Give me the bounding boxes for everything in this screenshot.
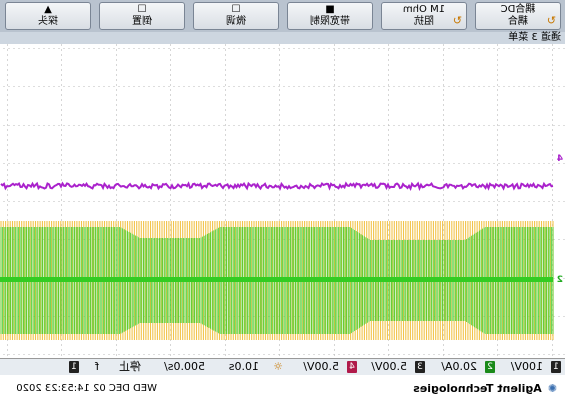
softkey-bar: ↻ 耦合DC 耦合 ↻ 1M Ohm 阻抗 ■ 带宽限制 ☐ 微调 ☐ 倒置 ▲…	[0, 0, 565, 32]
trigger-channel-badge[interactable]: 1	[69, 361, 79, 373]
softkey-vernier-label: 微调	[226, 16, 246, 27]
delay-value: 500.0s/	[164, 360, 205, 373]
brand-name: Agilent Technologies	[413, 382, 542, 395]
softkey-probe-label: 探头	[38, 16, 58, 27]
ch4-scale: 5.00V/	[303, 360, 339, 373]
ch2-scale: 20.0A/	[441, 360, 477, 373]
softkey-impedance[interactable]: ↻ 1M Ohm 阻抗	[381, 2, 467, 30]
waveform-display: 4 2	[0, 44, 565, 358]
timestamp: WED DEC 02 14:53:23 2020	[16, 383, 157, 394]
ch4-badge[interactable]: 4	[347, 361, 357, 373]
softkey-invert[interactable]: ☐ 倒置	[99, 2, 185, 30]
ch3-badge[interactable]: 3	[415, 361, 425, 373]
ch1-scale: 100V/	[510, 360, 543, 373]
status-bar: 1 100V/ 2 20.0A/ 3 5.00V/ 4 5.00V/ ☼ 10.…	[0, 358, 565, 375]
footer: ✺ Agilent Technologies WED DEC 02 14:53:2…	[0, 375, 565, 404]
trigger-slope: f	[95, 360, 99, 373]
ch2-baseline	[0, 277, 553, 282]
ch2-badge[interactable]: 2	[485, 361, 495, 373]
menu-title: 通道 3 菜单	[508, 32, 561, 43]
softkey-vernier[interactable]: ☐ 微调	[193, 2, 279, 30]
softkey-bw-limit[interactable]: ■ 带宽限制	[287, 2, 373, 30]
run-mode: 停止	[119, 360, 141, 373]
softkey-probe[interactable]: ▲ 探头	[5, 2, 91, 30]
ch3-scale: 5.00V/	[371, 360, 407, 373]
agilent-spark-icon: ✺	[547, 382, 557, 395]
rotate-icon: ↻	[546, 14, 556, 27]
rotate-icon: ↻	[452, 14, 462, 27]
softkey-bw-limit-indicator: ■	[325, 4, 335, 15]
trigger-sun-icon: ☼	[273, 360, 283, 373]
softkey-coupling[interactable]: ↻ 耦合DC 耦合	[475, 2, 561, 30]
ch1-badge[interactable]: 1	[551, 361, 561, 373]
ch4-waveform	[0, 181, 554, 192]
scope-graticule	[0, 44, 565, 358]
checkbox-icon: ☐	[231, 4, 241, 15]
ch2-ground-marker[interactable]: 2	[556, 275, 563, 285]
up-arrow-icon: ▲	[44, 4, 52, 15]
timebase-value: 10.0s	[228, 360, 259, 373]
softkey-bw-limit-label: 带宽限制	[310, 16, 350, 27]
menu-title-bar: 通道 3 菜单	[0, 32, 565, 44]
softkey-invert-label: 倒置	[132, 16, 152, 27]
ch4-ground-marker[interactable]: 4	[556, 154, 563, 164]
brand-logo: ✺ Agilent Technologies	[413, 382, 557, 395]
checkbox-icon: ☐	[137, 4, 147, 15]
